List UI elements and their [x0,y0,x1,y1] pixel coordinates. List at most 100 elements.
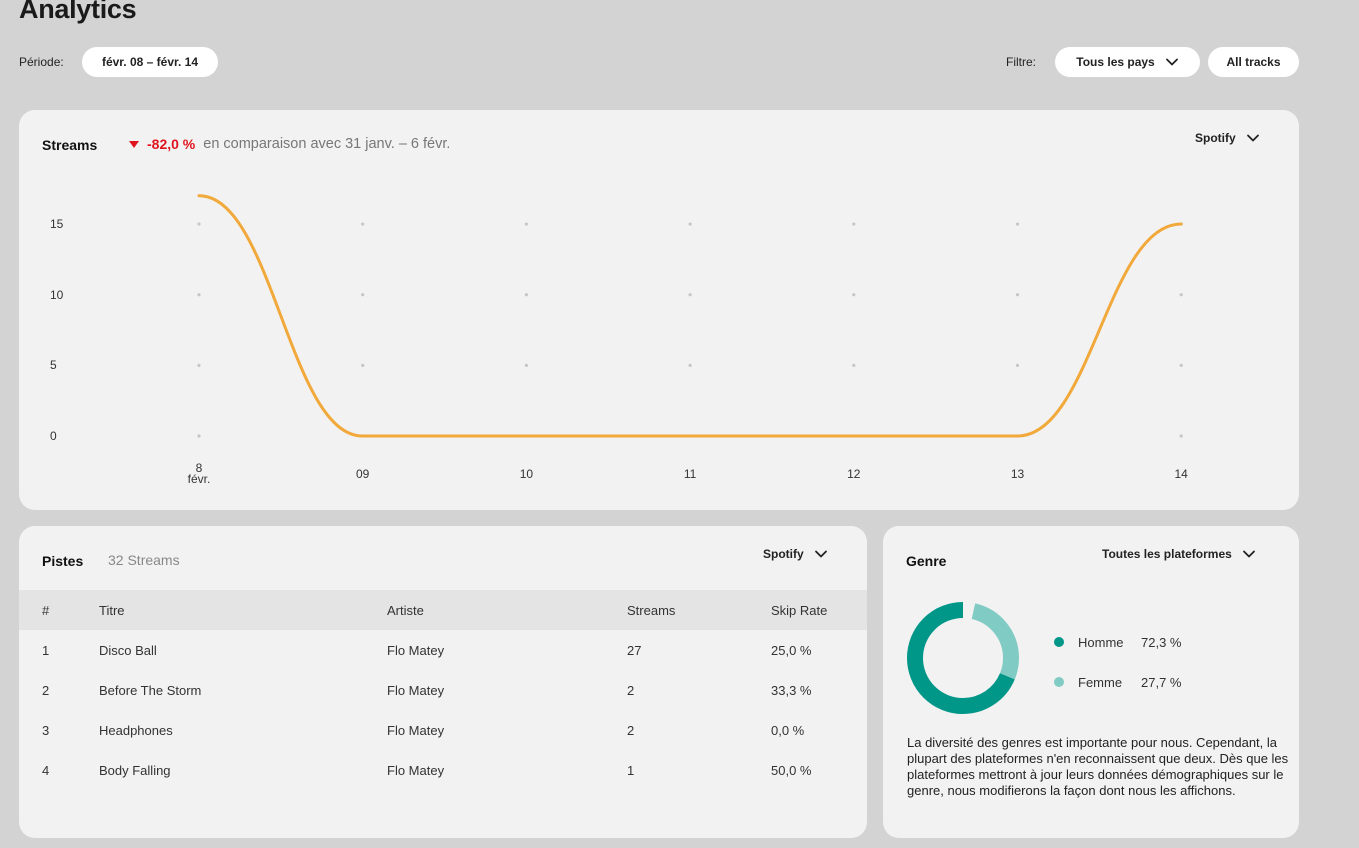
female-donut-slice [907,602,1019,714]
female-legend-label: Femme [1078,675,1123,690]
male-legend-dot [1054,637,1064,647]
grid-dot [197,293,201,297]
tracks-value: All tracks [1226,55,1281,69]
track-skip-rate: 50,0 % [771,763,812,778]
grid-dot [688,293,692,297]
line-chart-svg [197,194,1183,438]
grid-dot [524,363,528,367]
table-row[interactable]: 1 Disco Ball Flo Matey 27 25,0 % [19,630,867,670]
track-skip-rate: 25,0 % [771,643,812,658]
page-title: Analytics [19,0,137,24]
streams-line [197,194,1183,438]
x-tick-label: 09 [356,467,370,481]
table-row[interactable]: 3 Headphones Flo Matey 2 0,0 % [19,710,867,750]
period-value: févr. 08 – févr. 14 [101,55,199,69]
genre-note: La diversité des genres est importante p… [907,735,1289,798]
track-artist: Flo Matey [387,723,445,738]
streams-platform-dropdown[interactable]: Spotify [1195,131,1260,145]
column-header-skip-rate[interactable]: Skip Rate [771,603,828,618]
period-label: Période: [19,55,64,69]
grid-dot [852,222,856,226]
chevron-down-icon [814,550,827,558]
streams-card: Streams -82,0 % en comparaison avec 31 j… [19,110,1299,510]
grid-dot [361,222,365,226]
y-tick-label: 0 [50,429,57,443]
track-title: Disco Ball [99,643,157,658]
chevron-down-icon [1165,58,1178,66]
male-donut-slice [907,602,1019,714]
grid-dot [852,363,856,367]
track-title: Headphones [99,723,173,738]
track-title: Body Falling [99,763,171,778]
grid-dot [361,363,365,367]
x-tick-label: 13 [1010,467,1025,481]
chevron-down-icon [1246,134,1259,142]
tracks-platform-dropdown[interactable]: Spotify [763,547,828,561]
grid-dot [197,363,201,367]
genre-donut-chart [907,602,1019,714]
triangle-down-icon [129,140,139,148]
period-selector[interactable]: févr. 08 – févr. 14 [82,47,218,77]
grid-dot [1015,222,1020,226]
female-legend-value: 27,7 % [1141,675,1182,690]
track-skip-rate: 33,3 % [771,683,812,698]
track-artist: Flo Matey [387,763,445,778]
grid-dot [1179,434,1183,438]
track-streams: 27 [627,643,642,658]
grid-dot [524,222,528,226]
track-streams: 2 [627,723,635,738]
genre-platform-value: Toutes les plateformes [1102,547,1232,561]
tracks-card: Pistes 3 2 Streams Spotify # Titre Artist… [19,526,867,838]
female-legend-dot [1054,677,1064,687]
grid-dot [361,293,365,297]
genre-title: Genre [906,553,947,569]
x-tick-label: 12 [847,467,861,481]
grid-dot [1179,293,1183,297]
tracks-title: Pistes [42,553,84,569]
country-filter[interactable]: Tous les pays [1055,47,1200,77]
x-tick-label: 8 févr. [187,461,211,486]
filter-label: Filtre: [1006,55,1036,69]
tracks-filter[interactable]: All tracks [1208,47,1299,77]
track-rank: 2 [42,683,50,698]
x-tick-label: 11 [683,467,697,481]
track-title: Before The Storm [99,683,202,698]
x-tick-label: 14 [1174,467,1188,481]
grid-dot [1015,363,1020,367]
column-header-artist[interactable]: Artiste [387,603,424,618]
track-streams: 2 [627,683,635,698]
streams-delta: -82,0 % en comparaison avec 31 janv. – 6… [129,136,450,152]
column-header-rank[interactable]: # [42,603,50,618]
table-row[interactable]: 4 Body Falling Flo Matey 1 50,0 % [19,750,867,790]
delta-percent: -82,0 % [147,136,196,152]
grid-dot [688,222,692,226]
comparison-text: en comparaison avec 31 janv. – 6 févr. [203,136,451,152]
male-legend-value: 72,3 % [1141,635,1182,650]
track-skip-rate: 0,0 % [771,723,805,738]
track-streams: 1 [627,763,635,778]
track-artist: Flo Matey [387,643,445,658]
grid-dot [688,363,692,367]
grid-dot [197,222,201,226]
track-rank: 3 [42,723,50,738]
track-rank: 4 [42,763,50,778]
track-rank: 1 [42,643,50,658]
column-header-streams[interactable]: Streams [627,603,676,618]
chevron-down-icon [1242,550,1255,558]
table-row[interactable]: 2 Before The Storm Flo Matey 2 33,3 % [19,670,867,710]
y-tick-label: 15 [50,217,64,232]
grid-dot [852,293,856,297]
streams-platform-value: Spotify [1195,131,1236,145]
column-header-title[interactable]: Titre [99,603,125,618]
streams-title: Streams [42,137,98,153]
track-artist: Flo Matey [387,683,445,698]
country-value: Tous les pays [1076,55,1155,69]
y-tick-label: 5 [50,358,57,373]
y-tick-label: 10 [50,287,64,302]
x-tick-label: 10 [519,467,534,481]
genre-platform-dropdown[interactable]: Toutes les plateformes [1102,547,1256,561]
grid-dot [524,293,528,297]
table-header: # Titre Artiste Streams Skip Rate [19,590,867,630]
grid-dot [1179,363,1183,367]
male-legend-label: Homme [1078,635,1124,650]
